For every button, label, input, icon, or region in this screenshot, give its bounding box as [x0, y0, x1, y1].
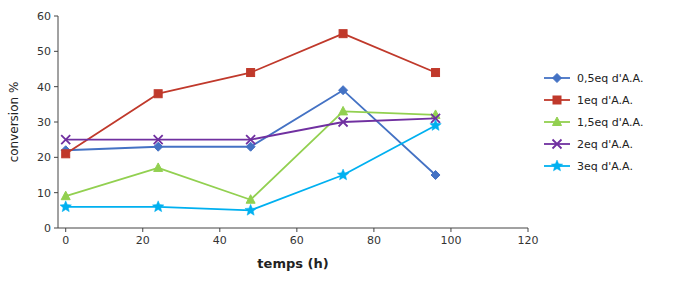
point [154, 90, 162, 98]
series-line [66, 90, 436, 175]
x-tick [450, 228, 451, 232]
y-tick-label: 30 [37, 116, 51, 129]
chart-container: 0 20 40 60 80 100 120 0 10 20 30 40 50 60 temps (h) con… [0, 0, 681, 284]
point [152, 201, 163, 212]
x-tick [142, 228, 143, 232]
series [61, 114, 440, 144]
y-tick [54, 86, 58, 87]
series-line [66, 118, 436, 139]
x-axis-line [58, 228, 528, 229]
series [61, 86, 440, 180]
x-tick-label: 20 [136, 234, 150, 247]
point [62, 150, 70, 158]
plot-data [60, 30, 441, 216]
point [154, 135, 163, 144]
x-tick [373, 228, 374, 232]
point [154, 163, 163, 172]
x-tick-label: 60 [290, 234, 304, 247]
legend-label: 0,5eq d'A.A. [577, 72, 643, 85]
series-line [66, 126, 436, 211]
y-tick-label: 0 [44, 222, 51, 235]
point [339, 118, 348, 127]
point [245, 204, 256, 215]
y-tick [54, 16, 58, 17]
x-tick [528, 228, 529, 232]
point [339, 30, 347, 38]
background [0, 0, 681, 284]
axes: 0 20 40 60 80 100 120 0 10 20 30 40 50 60 [37, 10, 539, 247]
series-line [66, 34, 436, 154]
chart: 0 20 40 60 80 100 120 0 10 20 30 40 50 60 temps (h) con… [0, 0, 681, 284]
legend-label: 3eq d'A.A. [577, 160, 633, 173]
x-tick-label: 0 [62, 234, 69, 247]
x-tick [65, 228, 66, 232]
point [337, 169, 348, 180]
y-tick [54, 228, 58, 229]
y-tick-label: 40 [37, 81, 51, 94]
legend-label: 1,5eq d'A.A. [577, 116, 643, 129]
legend-marker [553, 74, 562, 83]
legend: 0,5eq d'A.A. 1eq d'A.A. 1,5eq d'A.A. 2eq d'… [544, 72, 643, 173]
point [430, 120, 441, 131]
point [246, 195, 255, 204]
point [61, 191, 70, 200]
point [339, 86, 348, 95]
point [61, 135, 70, 144]
y-tick-label: 50 [37, 45, 51, 58]
series [61, 106, 440, 203]
point [247, 69, 255, 77]
y-tick-label: 10 [37, 187, 51, 200]
x-tick-label: 80 [367, 234, 381, 247]
y-tick-label: 60 [37, 10, 51, 23]
legend-marker [553, 96, 561, 104]
series [60, 120, 441, 216]
point [431, 171, 440, 180]
y-tick [54, 157, 58, 158]
y-axis-title: conversion % [7, 82, 21, 163]
x-axis-title: temps (h) [257, 256, 328, 271]
x-tick-label: 100 [440, 234, 461, 247]
point [339, 106, 348, 115]
y-tick [54, 51, 58, 52]
point [432, 69, 440, 77]
legend-marker [551, 160, 562, 171]
legend-marker [553, 117, 562, 126]
y-tick [54, 192, 58, 193]
y-tick-label: 20 [37, 151, 51, 164]
legend-marker [553, 140, 562, 149]
x-tick [296, 228, 297, 232]
x-tick [219, 228, 220, 232]
point [60, 201, 71, 212]
series [62, 30, 440, 158]
legend-label: 2eq d'A.A. [577, 138, 633, 151]
x-tick-label: 40 [213, 234, 227, 247]
y-tick [54, 122, 58, 123]
point [246, 135, 255, 144]
legend-label: 1eq d'A.A. [577, 94, 633, 107]
x-tick-label: 120 [518, 234, 539, 247]
